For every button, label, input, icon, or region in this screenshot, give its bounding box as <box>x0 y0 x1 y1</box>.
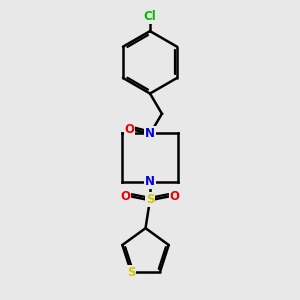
Text: N: N <box>145 127 155 140</box>
Text: S: S <box>146 193 154 206</box>
Text: O: O <box>121 190 130 203</box>
Text: N: N <box>145 175 155 188</box>
Text: S: S <box>127 266 136 279</box>
Text: O: O <box>124 123 134 136</box>
Text: O: O <box>169 190 179 203</box>
Text: Cl: Cl <box>144 10 156 23</box>
